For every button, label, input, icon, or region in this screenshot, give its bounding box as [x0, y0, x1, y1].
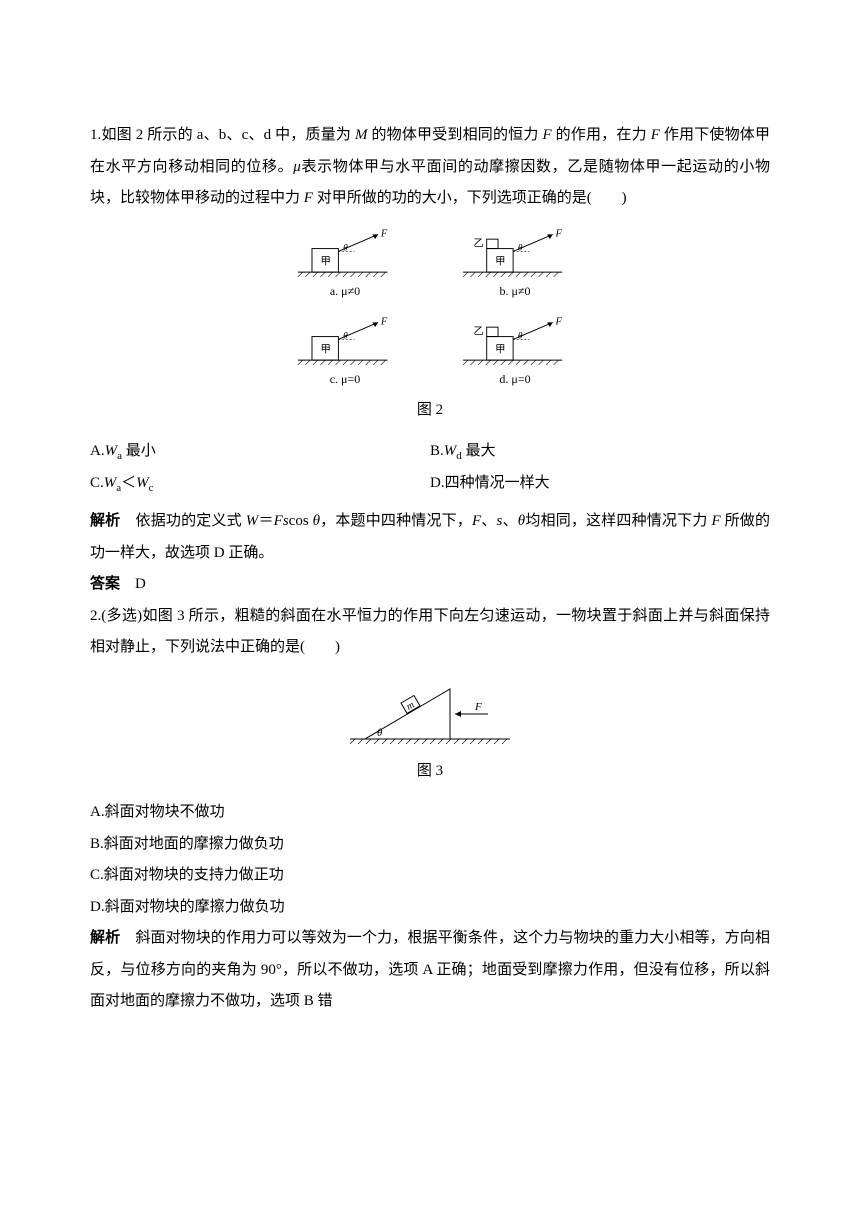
q1-stem: 1.如图 2 所示的 a、b、c、d 中，质量为 M 的物体甲受到相同的恒力 F… — [90, 120, 770, 215]
q2-opt-c: C.斜面对物块的支持力做正功 — [90, 860, 770, 892]
q2-opt-d: D.斜面对物块的摩擦力做负功 — [90, 892, 770, 924]
q2-exp-text: 斜面对物块的作用力可以等效为一个力，根据平衡条件，这个力与物块的重力大小相等，方… — [90, 930, 770, 1009]
q1-t6: 对甲所做的功的大小，下列选项正确的是( ) — [313, 190, 627, 206]
q1-M: M — [355, 127, 368, 143]
q1-F2: F — [651, 127, 660, 143]
svg-text:乙: 乙 — [474, 237, 484, 249]
exp-label: 解析 — [90, 513, 120, 529]
fig-b-cap: b. μ≠0 — [499, 279, 530, 304]
q1-explanation: 解析 依据功的定义式 W＝Fscos θ，本题中四种情况下，F、s、θ均相同，这… — [90, 506, 770, 569]
svg-text:θ: θ — [343, 331, 348, 341]
fig-b-svg: 甲 乙 F θ — [455, 225, 575, 278]
q1-F1: F — [543, 127, 552, 143]
q2-figure: θ m F 图 3 — [90, 674, 770, 788]
svg-text:θ: θ — [377, 727, 383, 739]
q2-exp-label: 解析 — [90, 930, 120, 946]
fig-d: 甲 乙 F θ d. μ=0 — [445, 313, 585, 393]
q1-options: A.Wa 最小 B.Wd 最大 C.Wa＜Wc D.四种情况一样大 — [90, 436, 770, 500]
opt-a: A.Wa 最小 — [90, 436, 430, 468]
svg-text:θ: θ — [343, 243, 348, 253]
fig-d-svg: 甲 乙 F θ — [455, 313, 575, 366]
fig-c: 甲 F θ c. μ=0 — [275, 313, 415, 393]
q2-opt-a: A.斜面对物块不做功 — [90, 797, 770, 829]
opt-c: C.Wa＜Wc — [90, 468, 430, 500]
svg-text:甲: 甲 — [495, 256, 505, 267]
fig-c-svg: 甲 F θ — [290, 313, 400, 366]
q1-t1: 1.如图 2 所示的 a、b、c、d 中，质量为 — [90, 127, 355, 143]
fig-a-cap: a. μ≠0 — [330, 279, 360, 304]
q1-fig-caption: 图 2 — [417, 395, 443, 427]
q2-svg: θ m F — [330, 674, 530, 754]
fig-d-cap: d. μ=0 — [499, 367, 530, 392]
svg-text:m: m — [405, 699, 417, 712]
q2-fig-caption: 图 3 — [417, 756, 443, 788]
svg-text:F: F — [380, 228, 388, 239]
opt-d: D.四种情况一样大 — [430, 468, 770, 500]
q1-F3: F — [304, 190, 313, 206]
opt-b: B.Wd 最大 — [430, 436, 770, 468]
q2-explanation: 解析 斜面对物块的作用力可以等效为一个力，根据平衡条件，这个力与物块的重力大小相… — [90, 923, 770, 1018]
q1-figure: 甲 F θ a. μ≠0 甲 乙 F — [90, 225, 770, 427]
q1-t3: 的作用，在力 — [552, 127, 651, 143]
svg-text:甲: 甲 — [320, 344, 330, 355]
fig-b: 甲 乙 F θ b. μ≠0 — [445, 225, 585, 305]
q1-mu: μ — [293, 159, 301, 175]
fig-c-cap: c. μ=0 — [330, 367, 361, 392]
svg-text:甲: 甲 — [320, 256, 330, 267]
fig-a-svg: 甲 F θ — [290, 225, 400, 278]
svg-text:F: F — [474, 701, 482, 713]
q2-stem: 2.(多选)如图 3 所示，粗糙的斜面在水平恒力的作用下向左匀速运动，一物块置于… — [90, 601, 770, 664]
q1-answer: 答案 D — [90, 569, 770, 601]
svg-text:乙: 乙 — [474, 325, 484, 337]
svg-text:F: F — [555, 316, 563, 327]
q1-fig-grid: 甲 F θ a. μ≠0 甲 乙 F — [275, 225, 585, 393]
svg-text:F: F — [555, 228, 563, 239]
svg-text:F: F — [380, 316, 388, 327]
svg-text:θ: θ — [518, 243, 523, 253]
q1-t2: 的物体甲受到相同的恒力 — [368, 127, 543, 143]
svg-text:甲: 甲 — [495, 344, 505, 355]
fig-a: 甲 F θ a. μ≠0 — [275, 225, 415, 305]
ans-value: D — [120, 576, 146, 592]
ans-label: 答案 — [90, 576, 120, 592]
svg-text:θ: θ — [518, 331, 523, 341]
q2-opt-b: B.斜面对地面的摩擦力做负功 — [90, 829, 770, 861]
